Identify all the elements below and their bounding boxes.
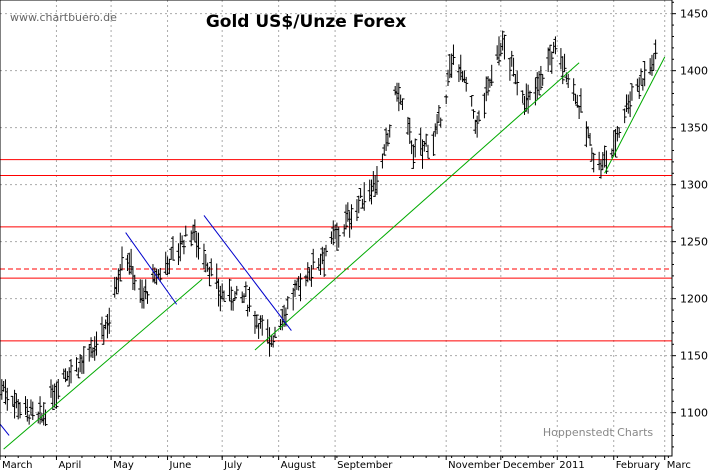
x-tick-label: March [2, 460, 32, 470]
support-lines [0, 159, 672, 342]
x-tick-label: February [616, 460, 660, 470]
y-tick-label: 1350 [680, 122, 708, 135]
credit-label: Hoppenstedt Charts [543, 426, 654, 439]
grid [0, 0, 672, 456]
trendlines [0, 56, 666, 450]
price-bars [0, 30, 658, 427]
trendline-down [0, 423, 10, 436]
x-tick-label: Marc [667, 460, 691, 470]
x-tick-label: December [503, 460, 556, 470]
chart-title: Gold US$/Unze Forex [206, 12, 406, 32]
x-tick-label: June [169, 460, 192, 470]
trendline-up [604, 56, 666, 174]
y-tick-label: 1400 [680, 65, 708, 78]
x-tick-label: September [337, 460, 393, 470]
y-tick-label: 1250 [680, 236, 708, 249]
y-tick-label: 1300 [680, 179, 708, 192]
y-axis: 1100 1150 1200 1250 1300 1350 1400 1450 [672, 1, 708, 448]
trendline-down [125, 232, 178, 305]
x-tick-label: 2011 [559, 460, 584, 470]
plot-frame [0, 0, 673, 457]
x-tick-label: August [281, 460, 316, 470]
trendline-down [203, 215, 292, 331]
y-tick-label: 1150 [680, 350, 708, 363]
x-axis: March April May June July August September Nove… [0, 456, 691, 471]
x-tick-label: April [58, 460, 81, 470]
x-tick-label: July [223, 460, 242, 470]
trendline-up [254, 62, 580, 351]
y-tick-label: 1100 [680, 407, 708, 420]
y-tick-label: 1200 [680, 293, 708, 306]
x-tick-label: May [113, 460, 134, 470]
y-tick-label: 1450 [680, 8, 708, 21]
x-tick-label: November [448, 460, 501, 470]
watermark: www.chartbuero.de [10, 11, 117, 24]
trendline-up [3, 278, 203, 450]
